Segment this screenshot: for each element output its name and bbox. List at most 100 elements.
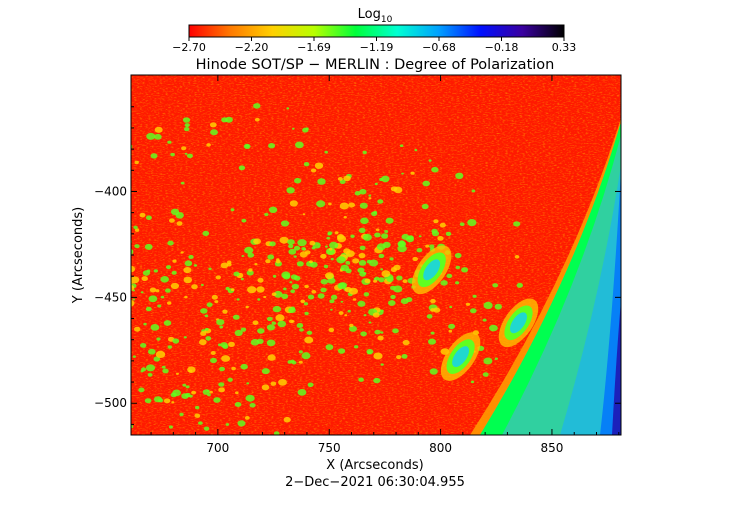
x-axis: 700 750 800 850	[150, 75, 620, 455]
sunspot	[411, 245, 452, 295]
plage-speck	[286, 187, 295, 194]
plage-speck	[265, 259, 271, 264]
plage-speck	[297, 239, 307, 247]
plage-speck	[352, 258, 360, 264]
plage-speck	[249, 403, 256, 408]
plage-speck	[227, 377, 233, 382]
plage-speck	[104, 252, 107, 254]
plage-speck	[381, 270, 391, 278]
plage-speck	[225, 423, 230, 426]
plage-speck	[325, 344, 334, 351]
plage-speck	[374, 182, 378, 186]
plage-speck	[359, 245, 366, 251]
plage-speck	[180, 181, 185, 185]
plage-speck	[208, 267, 212, 271]
plage-speck	[256, 286, 265, 293]
plage-speck	[343, 175, 351, 182]
plage-speck	[344, 286, 352, 293]
plage-speck	[454, 252, 462, 259]
plage-speck	[377, 335, 384, 341]
plage-speck	[380, 363, 384, 366]
plage-speck	[256, 338, 264, 344]
plage-speck	[175, 372, 179, 375]
plage-speck	[388, 300, 396, 306]
plage-speck	[183, 267, 192, 274]
plage-speck	[381, 233, 389, 239]
plage-speck	[482, 372, 489, 377]
plage-speck	[290, 289, 296, 294]
plage-speck	[198, 421, 203, 425]
plage-speck	[288, 248, 297, 255]
plage-speck	[343, 215, 347, 219]
plage-speck	[157, 304, 162, 308]
plage-speck	[324, 150, 329, 154]
plage-speck	[273, 431, 280, 435]
plage-speck	[366, 259, 372, 264]
plage-speck	[244, 246, 254, 254]
plage-speck	[252, 320, 259, 326]
plage-speck	[184, 392, 191, 398]
plage-speck	[328, 247, 333, 251]
plage-speck	[368, 321, 372, 324]
plage-speck	[160, 295, 165, 299]
plage-speck	[144, 398, 152, 404]
plage-speck	[188, 254, 194, 259]
plage-speck	[172, 259, 177, 263]
plage-speck	[163, 320, 172, 326]
plage-speck	[111, 332, 119, 338]
plage-speck	[150, 324, 160, 331]
plage-speck	[202, 230, 210, 236]
plage-speck	[382, 241, 391, 248]
plage-speck	[162, 368, 169, 374]
plage-speck	[425, 244, 430, 248]
plage-speck	[281, 293, 289, 299]
plage-speck	[288, 307, 296, 314]
plage-speck	[455, 172, 464, 179]
plage-speck	[429, 244, 435, 249]
heatmap-image	[104, 75, 621, 439]
plage-speck	[218, 387, 225, 393]
plage-speck	[337, 282, 346, 289]
plage-speck	[154, 133, 162, 140]
plage-speck	[155, 350, 166, 358]
plage-speck	[293, 245, 301, 251]
plage-speck	[276, 258, 280, 261]
plage-speck	[272, 274, 277, 278]
plage-speck	[131, 299, 135, 307]
plage-speck	[206, 389, 210, 392]
plage-speck	[225, 116, 233, 123]
plage-speck	[194, 413, 201, 418]
plage-speck	[325, 248, 335, 255]
plage-speck	[281, 271, 291, 279]
plage-speck	[470, 308, 477, 314]
plage-speck	[306, 435, 311, 439]
plage-speck	[372, 312, 380, 318]
plage-speck	[311, 246, 316, 250]
plage-speck	[373, 279, 378, 283]
plage-speck	[309, 240, 316, 246]
plage-speck	[330, 257, 334, 261]
plage-speck	[301, 247, 306, 251]
plage-speck	[247, 252, 255, 258]
plage-speck	[138, 387, 145, 393]
plage-speck	[334, 231, 339, 235]
plage-speck	[354, 191, 361, 196]
plage-speck	[111, 263, 117, 268]
plage-speck	[349, 325, 357, 332]
plage-speck	[244, 416, 250, 420]
plage-speck	[214, 300, 219, 304]
plage-speck	[338, 348, 346, 354]
plage-speck	[291, 320, 295, 323]
plage-speck	[148, 295, 158, 303]
plage-speck	[381, 175, 390, 183]
plage-speck	[145, 306, 152, 312]
plage-speck	[278, 379, 287, 386]
plage-speck	[170, 282, 179, 290]
plage-speck	[360, 331, 367, 337]
plage-speck	[234, 329, 243, 337]
plage-speck	[310, 168, 317, 173]
plage-speck	[280, 220, 290, 227]
plage-speck	[296, 323, 304, 328]
plage-speck	[439, 222, 446, 228]
plage-speck	[140, 343, 147, 348]
